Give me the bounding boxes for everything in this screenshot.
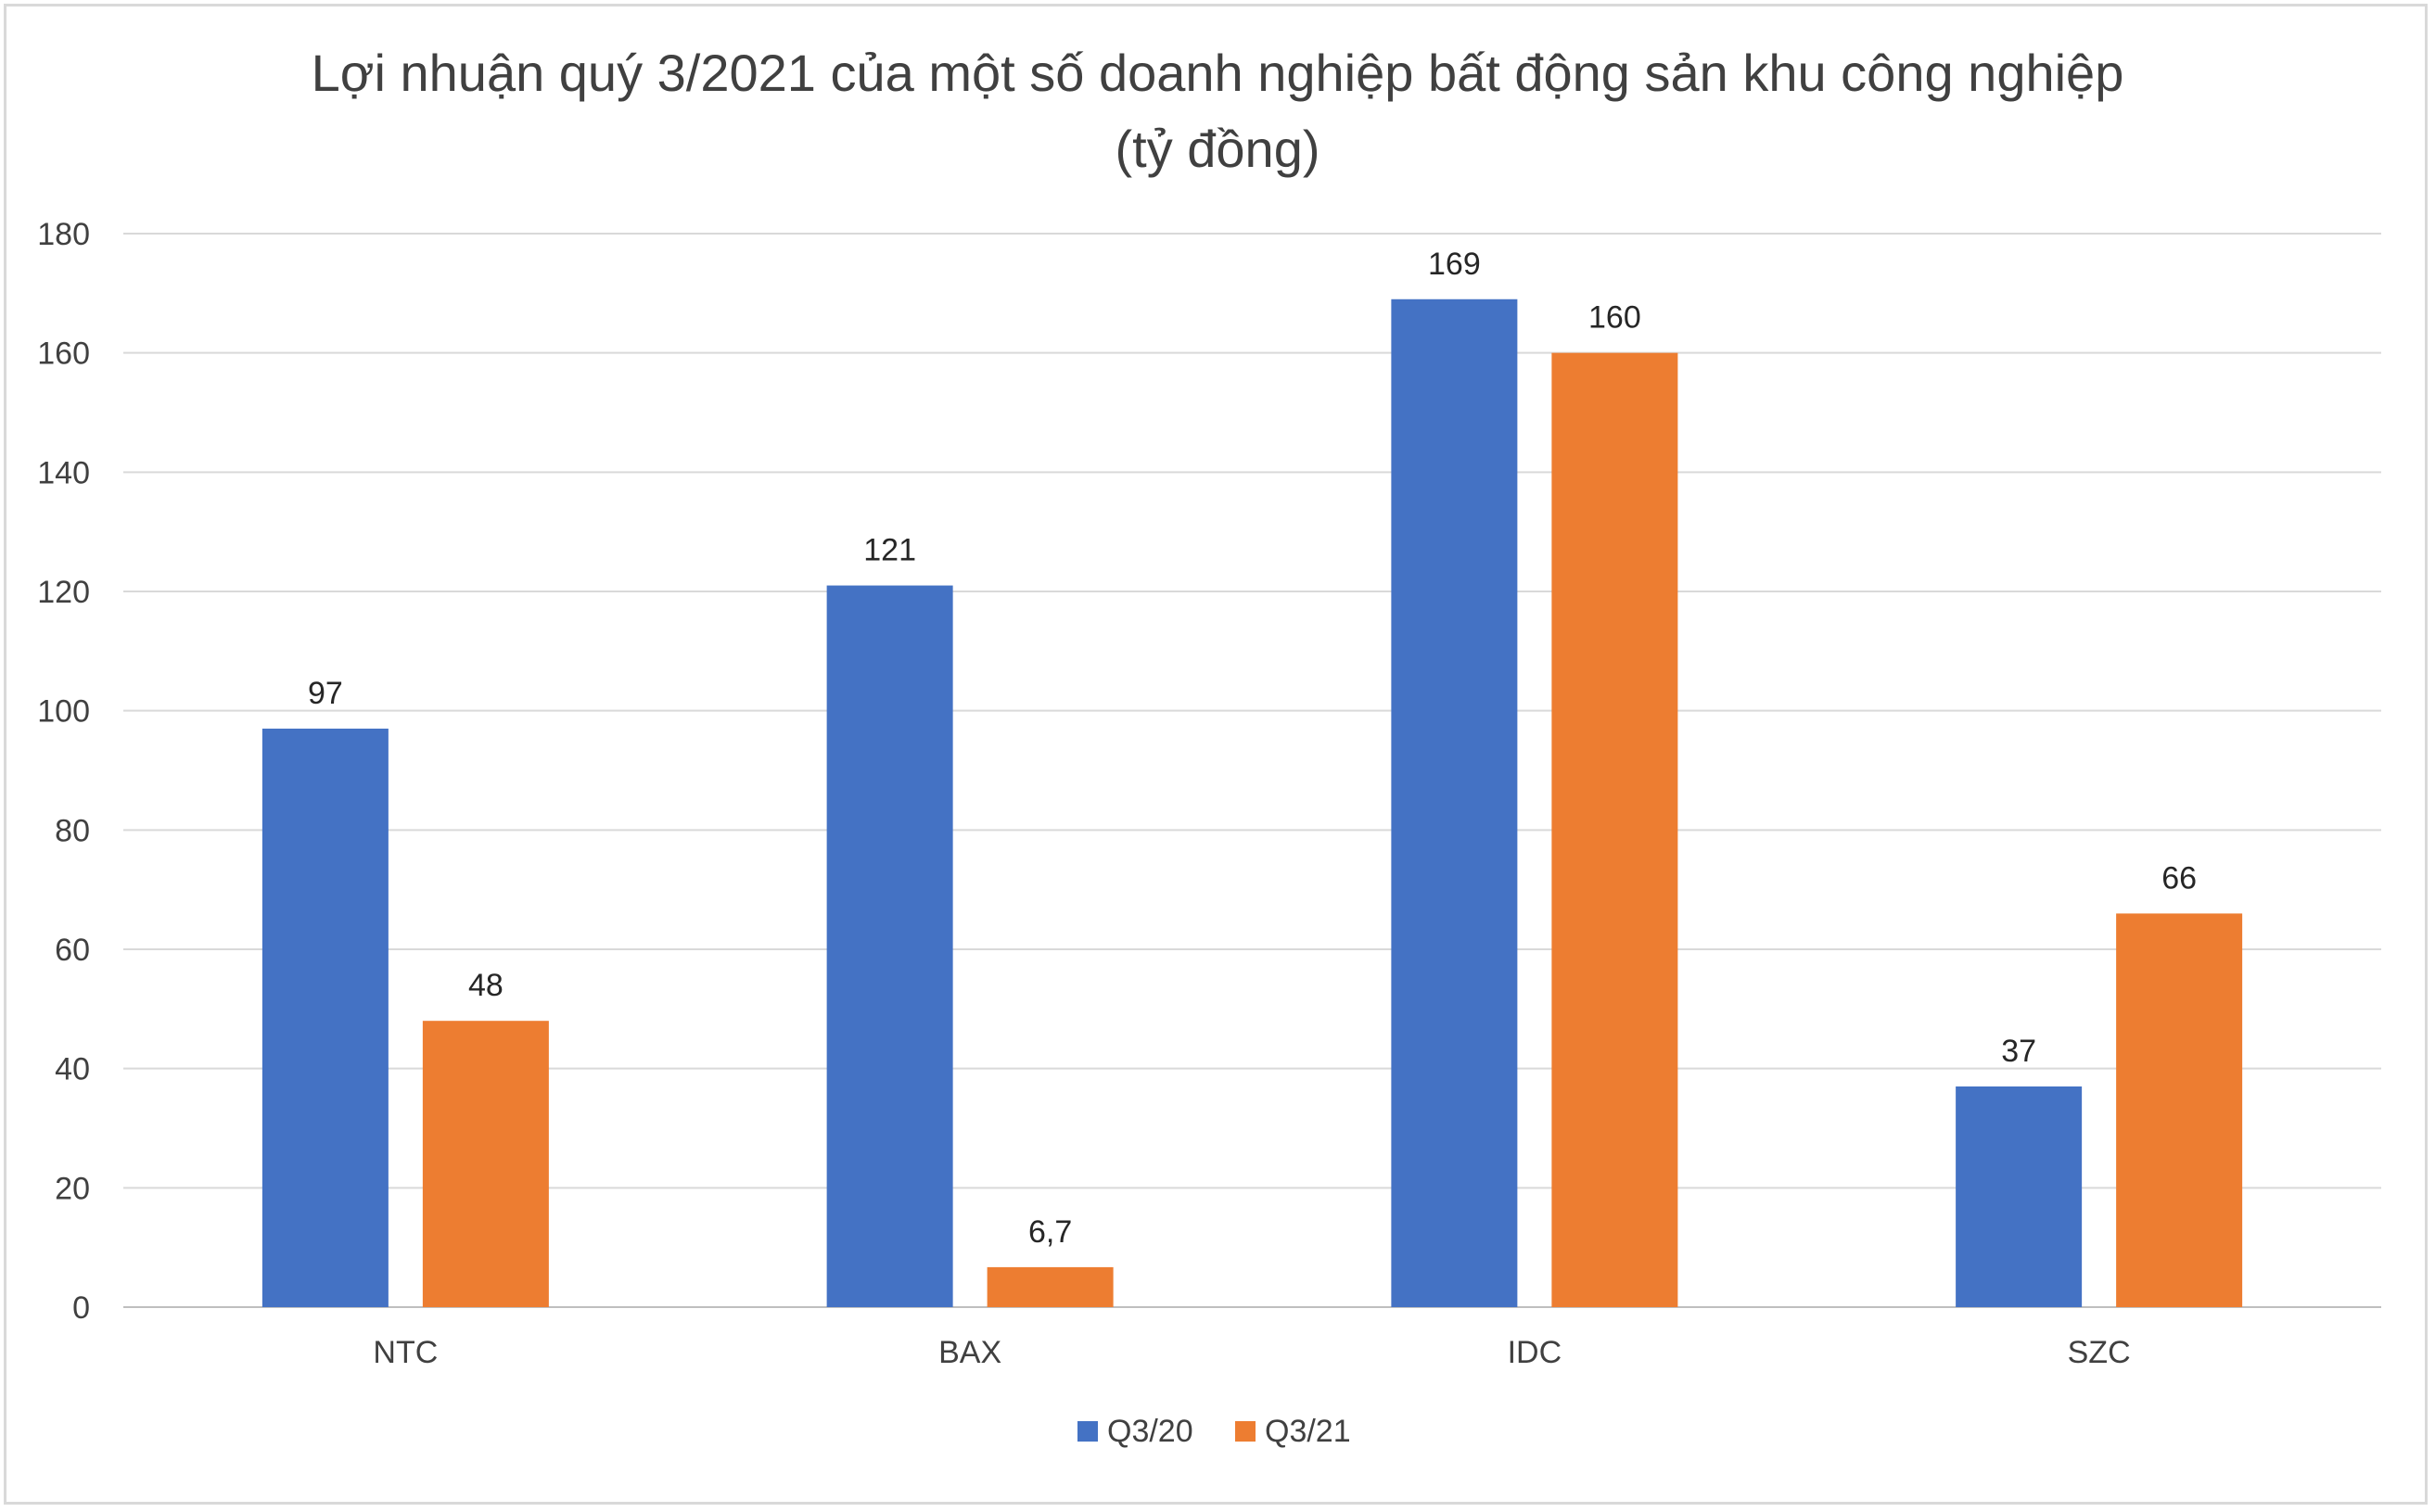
data-label: 6,7	[1028, 1214, 1072, 1250]
y-tick-label: 180	[37, 217, 90, 252]
data-labels: 97 48 121 6,7 169 160 37 66	[308, 247, 2197, 1250]
y-tick-label: 0	[72, 1290, 90, 1326]
x-axis-categories: NTC BAX IDC SZC	[373, 1335, 2130, 1370]
bar-szc-2	[2116, 913, 2243, 1307]
y-tick-label: 20	[55, 1171, 90, 1206]
y-axis-ticks: 0 20 40 60 80 100 120 140 160 180	[37, 217, 90, 1326]
x-category-label: SZC	[2068, 1335, 2131, 1370]
bar-idc-1	[1391, 299, 1518, 1308]
legend: Q3/20 Q3/21	[1077, 1414, 1351, 1449]
y-tick-label: 160	[37, 337, 90, 372]
y-tick-label: 140	[37, 455, 90, 490]
y-tick-label: 80	[55, 813, 90, 848]
x-category-label: NTC	[373, 1335, 438, 1370]
x-category-label: BAX	[938, 1335, 1001, 1370]
data-label: 169	[1428, 247, 1481, 282]
data-label: 121	[863, 533, 916, 568]
legend-swatch	[1077, 1421, 1098, 1442]
data-label: 160	[1588, 300, 1641, 336]
bar-szc-1	[1956, 1086, 2083, 1307]
legend-label: Q3/20	[1107, 1414, 1193, 1449]
y-tick-label: 120	[37, 575, 90, 610]
legend-swatch	[1235, 1421, 1256, 1442]
chart-title: Lợi nhuận quý 3/2021 của một số doanh ng…	[312, 44, 2124, 102]
bar-ntc-2	[422, 1021, 549, 1307]
data-label: 48	[468, 968, 504, 1003]
bars	[261, 299, 2243, 1308]
bar-bax-1	[826, 585, 953, 1307]
bar-bax-2	[987, 1266, 1114, 1307]
data-label: 37	[2001, 1034, 2036, 1069]
y-tick-label: 40	[55, 1052, 90, 1087]
data-label: 66	[2161, 860, 2197, 896]
legend-label: Q3/21	[1265, 1414, 1351, 1449]
y-tick-label: 100	[37, 694, 90, 730]
bar-ntc-1	[261, 728, 389, 1307]
bar-idc-2	[1551, 352, 1678, 1308]
chart-subtitle: (tỷ đồng)	[1116, 120, 1320, 178]
y-tick-label: 60	[55, 933, 90, 968]
data-label: 97	[308, 676, 343, 711]
x-category-label: IDC	[1508, 1335, 1562, 1370]
